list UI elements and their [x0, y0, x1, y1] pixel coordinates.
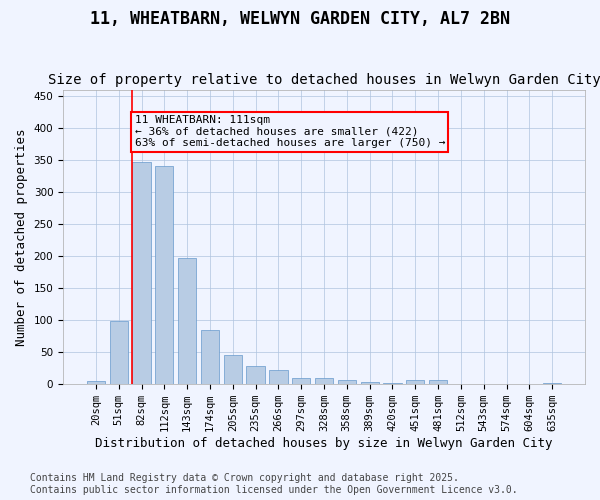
Bar	[315, 378, 333, 384]
Bar	[269, 370, 287, 384]
Text: 11 WHEATBARN: 111sqm
← 36% of detached houses are smaller (422)
63% of semi-deta: 11 WHEATBARN: 111sqm ← 36% of detached h…	[134, 115, 445, 148]
Bar	[383, 383, 401, 384]
Bar	[429, 380, 447, 384]
Bar	[406, 380, 424, 384]
Bar	[133, 162, 151, 384]
Bar	[110, 322, 128, 384]
Bar	[155, 166, 173, 384]
Bar	[543, 383, 561, 384]
Bar	[247, 366, 265, 384]
Bar	[201, 330, 219, 384]
X-axis label: Distribution of detached houses by size in Welwyn Garden City: Distribution of detached houses by size …	[95, 437, 553, 450]
Bar	[178, 258, 196, 384]
Text: Contains HM Land Registry data © Crown copyright and database right 2025.
Contai: Contains HM Land Registry data © Crown c…	[30, 474, 518, 495]
Y-axis label: Number of detached properties: Number of detached properties	[15, 128, 28, 346]
Bar	[224, 356, 242, 384]
Bar	[338, 380, 356, 384]
Title: Size of property relative to detached houses in Welwyn Garden City: Size of property relative to detached ho…	[47, 73, 600, 87]
Bar	[361, 382, 379, 384]
Bar	[87, 381, 105, 384]
Text: 11, WHEATBARN, WELWYN GARDEN CITY, AL7 2BN: 11, WHEATBARN, WELWYN GARDEN CITY, AL7 2…	[90, 10, 510, 28]
Bar	[292, 378, 310, 384]
